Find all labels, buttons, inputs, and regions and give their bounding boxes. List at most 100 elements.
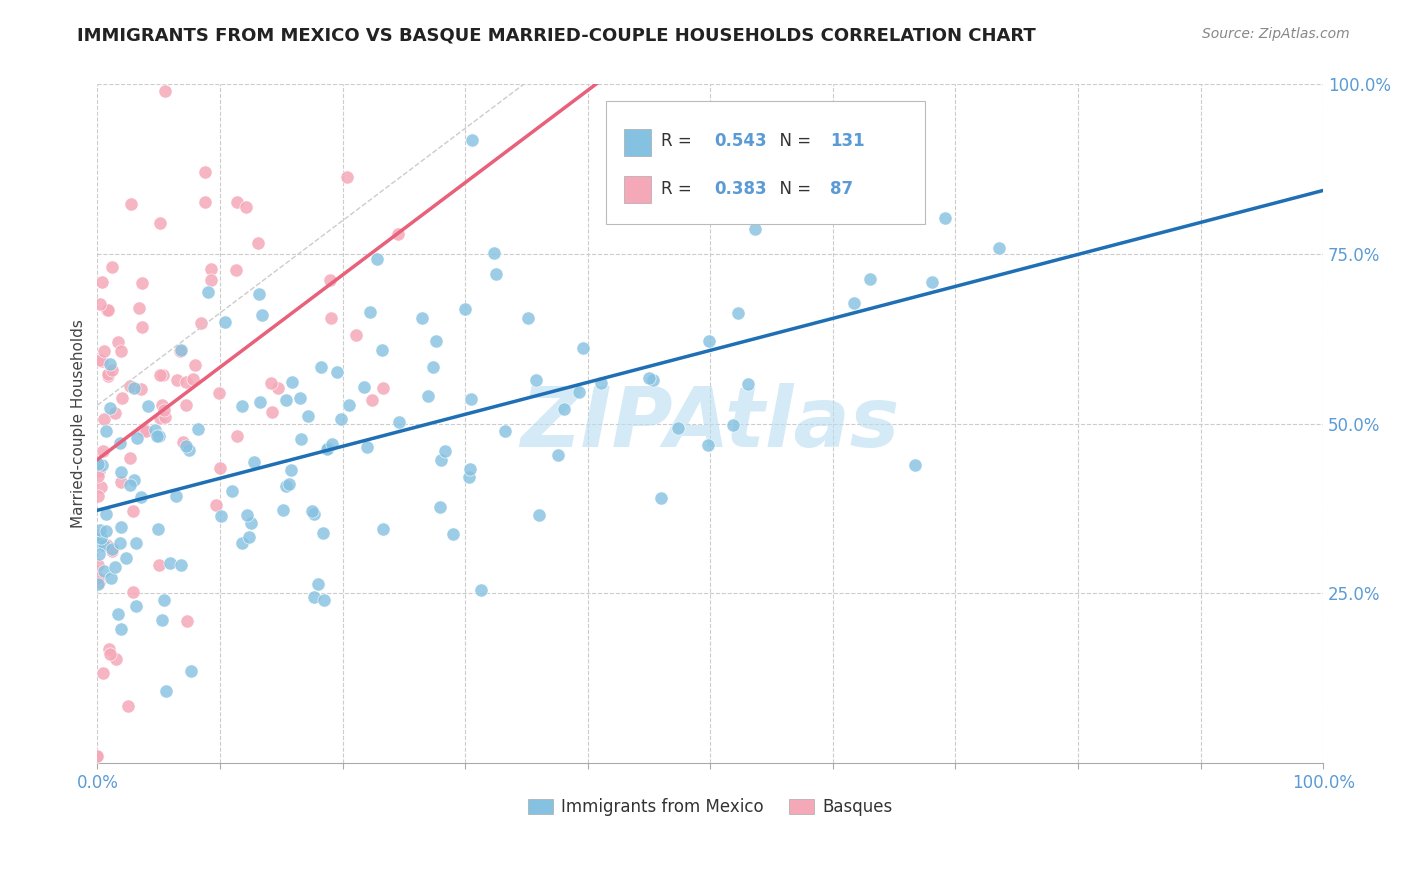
Point — [273, 503, 295, 517]
Point — [174, 398, 197, 412]
Point — [131, 491, 153, 505]
Point — [325, 366, 347, 380]
Point — [280, 463, 302, 477]
Point — [643, 373, 665, 387]
Point — [96, 524, 118, 538]
Point — [129, 383, 152, 397]
Point — [97, 302, 120, 317]
Point — [170, 343, 193, 357]
Point — [482, 246, 505, 260]
Point — [177, 442, 200, 457]
Point — [304, 507, 326, 521]
Point — [110, 465, 132, 479]
Point — [321, 437, 343, 451]
Point — [108, 436, 131, 450]
Point — [225, 262, 247, 277]
Text: Source: ZipAtlas.com: Source: ZipAtlas.com — [1202, 27, 1350, 41]
Point — [422, 360, 444, 375]
Point — [727, 306, 749, 320]
Point — [278, 477, 301, 491]
Point — [149, 368, 172, 382]
Point — [262, 405, 284, 419]
Point — [91, 443, 114, 458]
Point — [101, 544, 124, 558]
Point — [122, 504, 145, 518]
Point — [110, 520, 132, 534]
Point — [200, 273, 222, 287]
Point — [174, 375, 197, 389]
Point — [101, 260, 124, 274]
Point — [921, 276, 943, 290]
Point — [366, 252, 388, 266]
Point — [454, 301, 477, 316]
Text: ZIPAtlas: ZIPAtlas — [520, 384, 900, 464]
Point — [155, 684, 177, 698]
Point — [458, 470, 481, 484]
Point — [187, 422, 209, 436]
Point — [249, 395, 271, 409]
Point — [744, 221, 766, 235]
Point — [87, 464, 110, 478]
Point — [235, 200, 257, 214]
Point — [131, 276, 153, 290]
Point — [169, 344, 191, 359]
Legend: Immigrants from Mexico, Basques: Immigrants from Mexico, Basques — [522, 791, 900, 822]
Point — [243, 455, 266, 469]
Point — [91, 275, 114, 289]
Point — [209, 508, 232, 523]
Point — [460, 392, 482, 406]
Point — [247, 286, 270, 301]
Point — [723, 418, 745, 433]
Point — [125, 536, 148, 550]
Point — [96, 539, 118, 553]
Point — [312, 525, 335, 540]
Point — [494, 425, 516, 439]
Point — [96, 538, 118, 552]
Point — [274, 479, 297, 493]
Point — [524, 373, 547, 387]
Point — [547, 448, 569, 462]
Point — [149, 411, 172, 425]
Point — [90, 458, 112, 472]
Point — [120, 450, 142, 465]
Point — [87, 558, 110, 572]
Point — [205, 498, 228, 512]
Point — [429, 500, 451, 515]
Point — [353, 380, 375, 394]
Point — [859, 272, 882, 286]
Point — [131, 319, 153, 334]
Point — [180, 664, 202, 678]
Point — [89, 523, 111, 537]
Point — [371, 522, 394, 536]
Point — [153, 403, 176, 417]
Point — [934, 211, 956, 226]
Point — [98, 647, 121, 661]
Point — [638, 371, 661, 385]
Point — [98, 357, 121, 371]
Point — [93, 412, 115, 426]
Point — [591, 376, 613, 391]
Point — [87, 547, 110, 561]
Point — [359, 304, 381, 318]
Point — [87, 469, 110, 483]
Point — [290, 432, 312, 446]
Point — [91, 354, 114, 368]
Point — [181, 371, 204, 385]
Point — [110, 622, 132, 636]
Text: N =: N = — [769, 132, 817, 151]
Text: N =: N = — [769, 180, 817, 198]
Point — [98, 642, 121, 657]
Point — [120, 197, 142, 211]
Point — [97, 369, 120, 384]
Point — [208, 461, 231, 475]
Point — [301, 504, 323, 518]
Point — [307, 577, 329, 591]
Point — [276, 393, 298, 408]
Point — [86, 749, 108, 764]
Point — [107, 607, 129, 621]
Point — [470, 582, 492, 597]
Y-axis label: Married-couple Households: Married-couple Households — [72, 319, 86, 528]
Point — [297, 409, 319, 424]
Point — [150, 398, 173, 412]
Point — [371, 381, 394, 395]
